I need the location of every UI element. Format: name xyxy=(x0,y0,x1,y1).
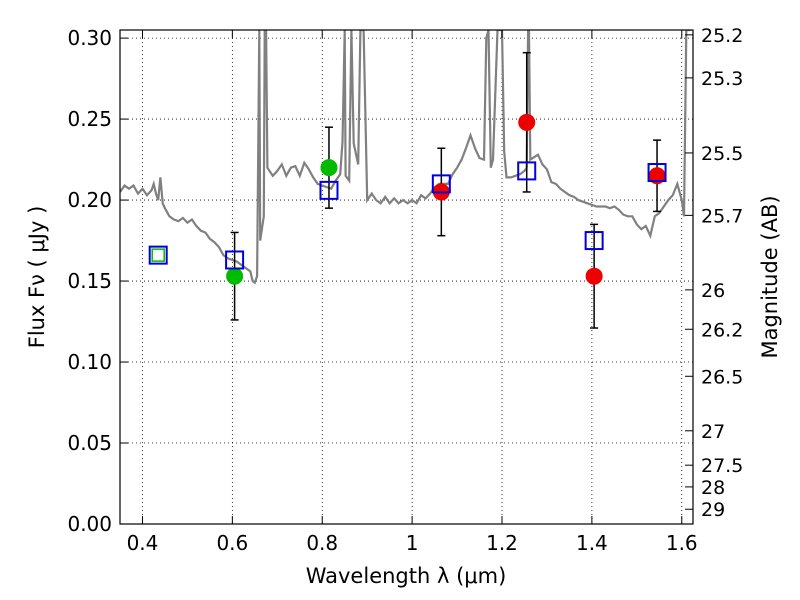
data-point xyxy=(518,113,536,131)
mag-tick-label: 25.7 xyxy=(701,205,743,227)
x-tick-label: 0.6 xyxy=(216,531,248,555)
y-tick-label: 0.30 xyxy=(67,26,112,50)
x-axis-label: Wavelength λ (μm) xyxy=(306,564,507,588)
model-point xyxy=(647,163,667,183)
x-tick-label: 1 xyxy=(406,531,419,555)
model-point xyxy=(225,250,245,270)
mag-tick-label: 28 xyxy=(701,477,725,499)
spectrum-line xyxy=(120,30,691,285)
mag-tick-label: 29 xyxy=(701,499,725,521)
y-tick-label: 0.05 xyxy=(67,431,112,455)
mag-tick-label: 25.3 xyxy=(701,68,743,90)
mag-tick-label: 27 xyxy=(701,421,725,443)
mag-tick-label: 26.5 xyxy=(701,366,743,388)
model-point xyxy=(148,245,168,265)
data-point xyxy=(585,267,603,285)
plot-background xyxy=(120,30,693,524)
mag-tick-label: 26.2 xyxy=(701,319,743,341)
model-point xyxy=(319,180,339,200)
model-point xyxy=(431,174,451,194)
plot-frame xyxy=(119,29,694,525)
model-point-inner xyxy=(151,248,165,262)
data-point xyxy=(320,159,338,177)
x-tick-label: 1.4 xyxy=(576,531,608,555)
y-tick-label: 0.10 xyxy=(67,350,112,374)
y-axis-label: Flux Fν ( μJy ) xyxy=(25,206,49,349)
y-tick-label: 0.20 xyxy=(67,188,112,212)
y-tick-label: 0.00 xyxy=(67,512,112,536)
right-axis-label: Magnitude (AB) xyxy=(758,195,782,358)
x-tick-label: 1.2 xyxy=(486,531,518,555)
mag-tick-label: 25.5 xyxy=(701,143,743,165)
tick-labels: 0.4 0.6 0.8 1 1.2 1.4 1.6 0.00 0.05 0.10 0.15 0.20 0… xyxy=(67,25,743,555)
ticks xyxy=(120,30,693,525)
series-layer xyxy=(120,30,691,329)
mag-tick-label: 27.5 xyxy=(701,455,743,477)
x-tick-label: 0.4 xyxy=(127,531,159,555)
y-tick-label: 0.15 xyxy=(67,269,112,293)
model-point xyxy=(584,231,604,251)
mag-tick-label: 26 xyxy=(701,280,725,302)
y-tick-label: 0.25 xyxy=(67,107,112,131)
data-point xyxy=(226,267,244,285)
plot-area xyxy=(120,30,691,329)
model-point xyxy=(517,161,537,181)
mag-tick-label: 25.2 xyxy=(701,25,743,47)
x-tick-label: 1.6 xyxy=(666,531,698,555)
x-tick-label: 0.8 xyxy=(306,531,338,555)
